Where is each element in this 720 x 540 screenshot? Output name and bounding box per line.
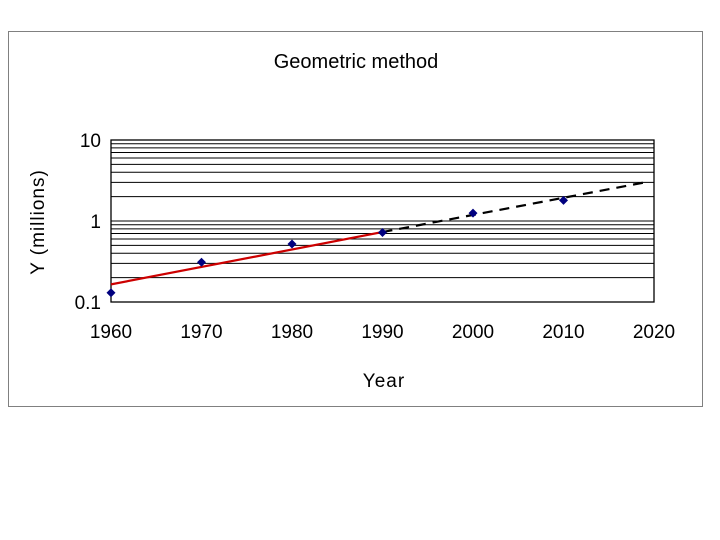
data-point (106, 288, 116, 298)
plot-area (110, 139, 655, 303)
y-tick-labels: 0.1 1 10 (75, 131, 101, 314)
x-tick-label: 2020 (633, 322, 675, 343)
y-axis-title: Y (millions) (28, 169, 49, 275)
trend-lines (110, 181, 646, 286)
y-tick-label: 1 (90, 212, 101, 233)
fit-line (110, 230, 383, 286)
x-tick-label: 1960 (90, 322, 132, 343)
data-point (468, 208, 478, 218)
chart-title: Geometric method (274, 51, 439, 73)
chart-frame: Geometric method 0.1 1 10 1960 1970 1980 1990… (8, 31, 703, 407)
y-tick-label: 10 (80, 131, 101, 152)
x-tick-labels: 1960 1970 1980 1990 2000 2010 2020 (90, 322, 675, 343)
x-tick-label: 2000 (452, 322, 494, 343)
x-axis-title: Year (363, 371, 405, 392)
y-tick-label: 0.1 (75, 293, 101, 314)
projection-line (382, 181, 646, 234)
x-tick-label: 1980 (271, 322, 313, 343)
x-tick-label: 1990 (361, 322, 403, 343)
data-point (559, 195, 568, 205)
data-point (197, 257, 206, 267)
x-tick-label: 1970 (180, 322, 222, 343)
geometric-method-chart: Geometric method 0.1 1 10 1960 1970 1980 1990… (28, 51, 675, 392)
grid-lines (111, 143, 654, 279)
data-point (287, 239, 297, 249)
data-points (106, 195, 568, 298)
x-tick-label: 2010 (542, 322, 584, 343)
data-point (378, 228, 387, 238)
